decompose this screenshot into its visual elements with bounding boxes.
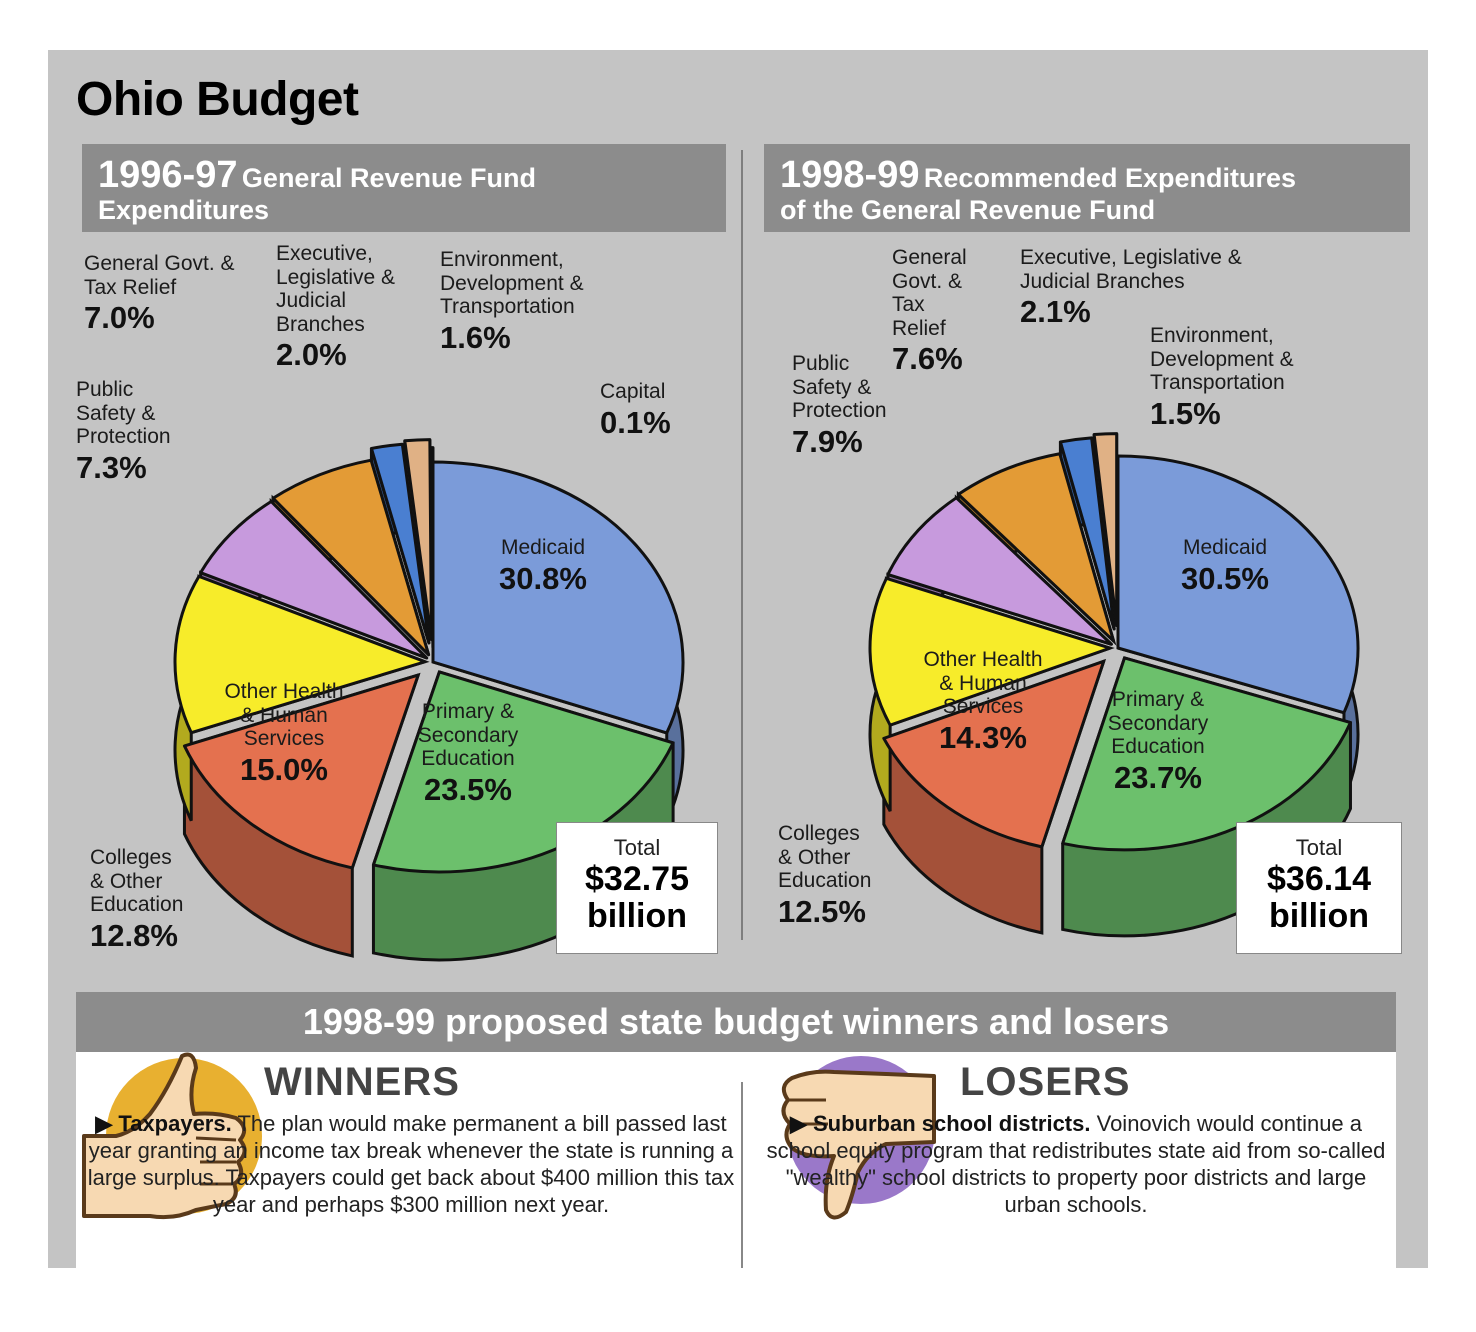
chart-1-label-general-govt: General Govt. & Tax Relief 7.0% <box>84 252 235 336</box>
chart-2-pct-colleges: 12.5% <box>778 893 866 929</box>
pie-2-slice-6 <box>1058 436 1116 631</box>
pie-1-slice-2 <box>182 673 420 870</box>
losers-body: Voinovich would continue a school equity… <box>766 1111 1386 1217</box>
chart-2-total-unit: billion <box>1268 897 1370 936</box>
winners-losers-header: 1998-99 proposed state budget winners an… <box>76 992 1396 1052</box>
infographic-panel: Ohio Budget 1996-97 General Revenue Fund… <box>48 50 1428 1268</box>
pie-1-slice-5 <box>271 458 431 657</box>
chart-1-pct-public-safety: 7.3% <box>76 449 147 485</box>
chart-2-pct-primary: 23.7% <box>1114 759 1202 795</box>
chart-2-pct-other-health: 14.3% <box>939 719 1027 755</box>
pie-1-slice-0 <box>431 460 685 735</box>
chart-2-pct-executive: 2.1% <box>1020 294 1091 330</box>
chart-2-description-2: of the General Revenue Fund <box>780 194 1156 225</box>
pie-2-slice-0 <box>1116 454 1360 715</box>
chart-2-pct-medicaid: 30.5% <box>1181 560 1269 596</box>
pie-1-slice-3 <box>173 574 427 735</box>
pie-1-slice-4 <box>199 499 429 660</box>
chart-1-total-label: Total <box>613 835 661 860</box>
chart-1-label-colleges: Colleges & Other Education 12.8% <box>90 846 184 953</box>
winners-text: ▶ Taxpayers. The plan would make permane… <box>86 1110 736 1218</box>
pie-1-slice-1 <box>371 670 675 874</box>
chart-2-header: 1998-99 Recommended Expenditures of the … <box>764 144 1410 232</box>
chart-2-total-value: $36.14 <box>1267 860 1371 898</box>
pie-1-slice-6 <box>369 442 431 645</box>
chart-1-description-1: General Revenue Fund <box>241 163 536 193</box>
winners-body: The plan would make permanent a bill pas… <box>87 1111 735 1217</box>
losers-text: ▶ Suburban school districts. Voinovich w… <box>766 1110 1386 1218</box>
chart-2-pct-general-govt: 7.6% <box>892 341 963 377</box>
winners-losers-body: WINNERS ▶ Taxpayers. The plan would make… <box>76 1052 1396 1268</box>
losers-title: LOSERS <box>960 1060 1131 1104</box>
chart-2-label-general-govt: General Govt. & Tax Relief 7.6% <box>892 246 967 377</box>
chart-1-description-2: Expenditures <box>98 194 270 225</box>
thumbs-up-icon <box>82 1052 262 1220</box>
chart-2-pct-public-safety: 7.9% <box>792 423 863 459</box>
chart-1-label-capital: Capital 0.1% <box>600 380 671 440</box>
chart-1-pct-medicaid: 30.8% <box>499 560 587 596</box>
chart-1-label-environment: Environment, Development & Transportation … <box>440 248 584 355</box>
chart-1-pct-general-govt: 7.0% <box>84 300 155 336</box>
pie-1-slice-7 <box>403 438 433 642</box>
chart-2-total-box: Total $36.14 billion <box>1236 822 1402 954</box>
chart-1-total-unit: billion <box>586 897 688 936</box>
chart-2-description-1: Recommended Expenditures <box>923 163 1297 193</box>
hand-icons <box>82 1052 936 1220</box>
chart-1-pct-colleges: 12.8% <box>90 917 178 953</box>
page-title: Ohio Budget <box>76 73 359 126</box>
pie-1-slice-8 <box>429 446 435 650</box>
charts-divider <box>741 150 743 940</box>
chart-1-total-value: $32.75 <box>585 860 689 898</box>
chart-1-label-public-safety: Public Safety & Protection 7.3% <box>76 378 171 485</box>
chart-1-pct-executive: 2.0% <box>276 337 347 373</box>
chart-1-header: 1996-97 General Revenue Fund Expenditure… <box>82 144 726 232</box>
chart-1-label-primary: Primary & Secondary Education 23.5% <box>388 700 548 808</box>
chart-2-label-colleges: Colleges & Other Education 12.5% <box>778 822 872 929</box>
losers-lead: ▶ Suburban school districts. <box>789 1111 1091 1136</box>
chart-2-label-environment: Environment, Development & Transportation … <box>1150 324 1294 431</box>
pie-2-slice-4 <box>886 496 1113 646</box>
chart-1-label-other-health: Other Health & Human Services 15.0% <box>204 680 364 788</box>
chart-1-label-medicaid: Medicaid 30.8% <box>453 536 633 597</box>
winners-losers-divider <box>741 1082 743 1268</box>
chart-2-label-executive: Executive, Legislative & Judicial Branche… <box>1020 246 1242 330</box>
chart-2-pct-environment: 1.5% <box>1150 395 1221 431</box>
chart-1-pct-capital: 0.1% <box>600 404 671 440</box>
chart-1-pct-primary: 23.5% <box>424 771 512 807</box>
winners-lead: ▶ Taxpayers. <box>95 1111 232 1136</box>
chart-2-label-medicaid: Medicaid 30.5% <box>1135 536 1315 597</box>
chart-2-label-primary: Primary & Secondary Education 23.7% <box>1078 688 1238 796</box>
chart-2-total-label: Total <box>1295 835 1343 860</box>
pie-2-slice-7 <box>1092 432 1119 628</box>
winners-title: WINNERS <box>264 1060 460 1104</box>
chart-1-label-executive: Executive, Legislative & Judicial Branches … <box>276 242 396 373</box>
pie-2-slice-5 <box>956 452 1116 643</box>
pie-chart-1998-99 <box>868 432 1360 938</box>
chart-1-total-box: Total $32.75 billion <box>556 822 718 954</box>
chart-1-year: 1996-97 <box>98 154 238 196</box>
chart-2-label-public-safety: Public Safety & Protection 7.9% <box>792 352 887 459</box>
pie-2-slice-3 <box>868 576 1112 727</box>
pie-2-slice-2 <box>882 659 1106 849</box>
chart-2-year: 1998-99 <box>780 154 920 196</box>
chart-2-label-other-health: Other Health & Human Services 14.3% <box>903 648 1063 756</box>
thumbs-down-icon <box>781 1056 936 1220</box>
chart-1-pct-environment: 1.6% <box>440 319 511 355</box>
chart-1-pct-other-health: 15.0% <box>240 751 328 787</box>
